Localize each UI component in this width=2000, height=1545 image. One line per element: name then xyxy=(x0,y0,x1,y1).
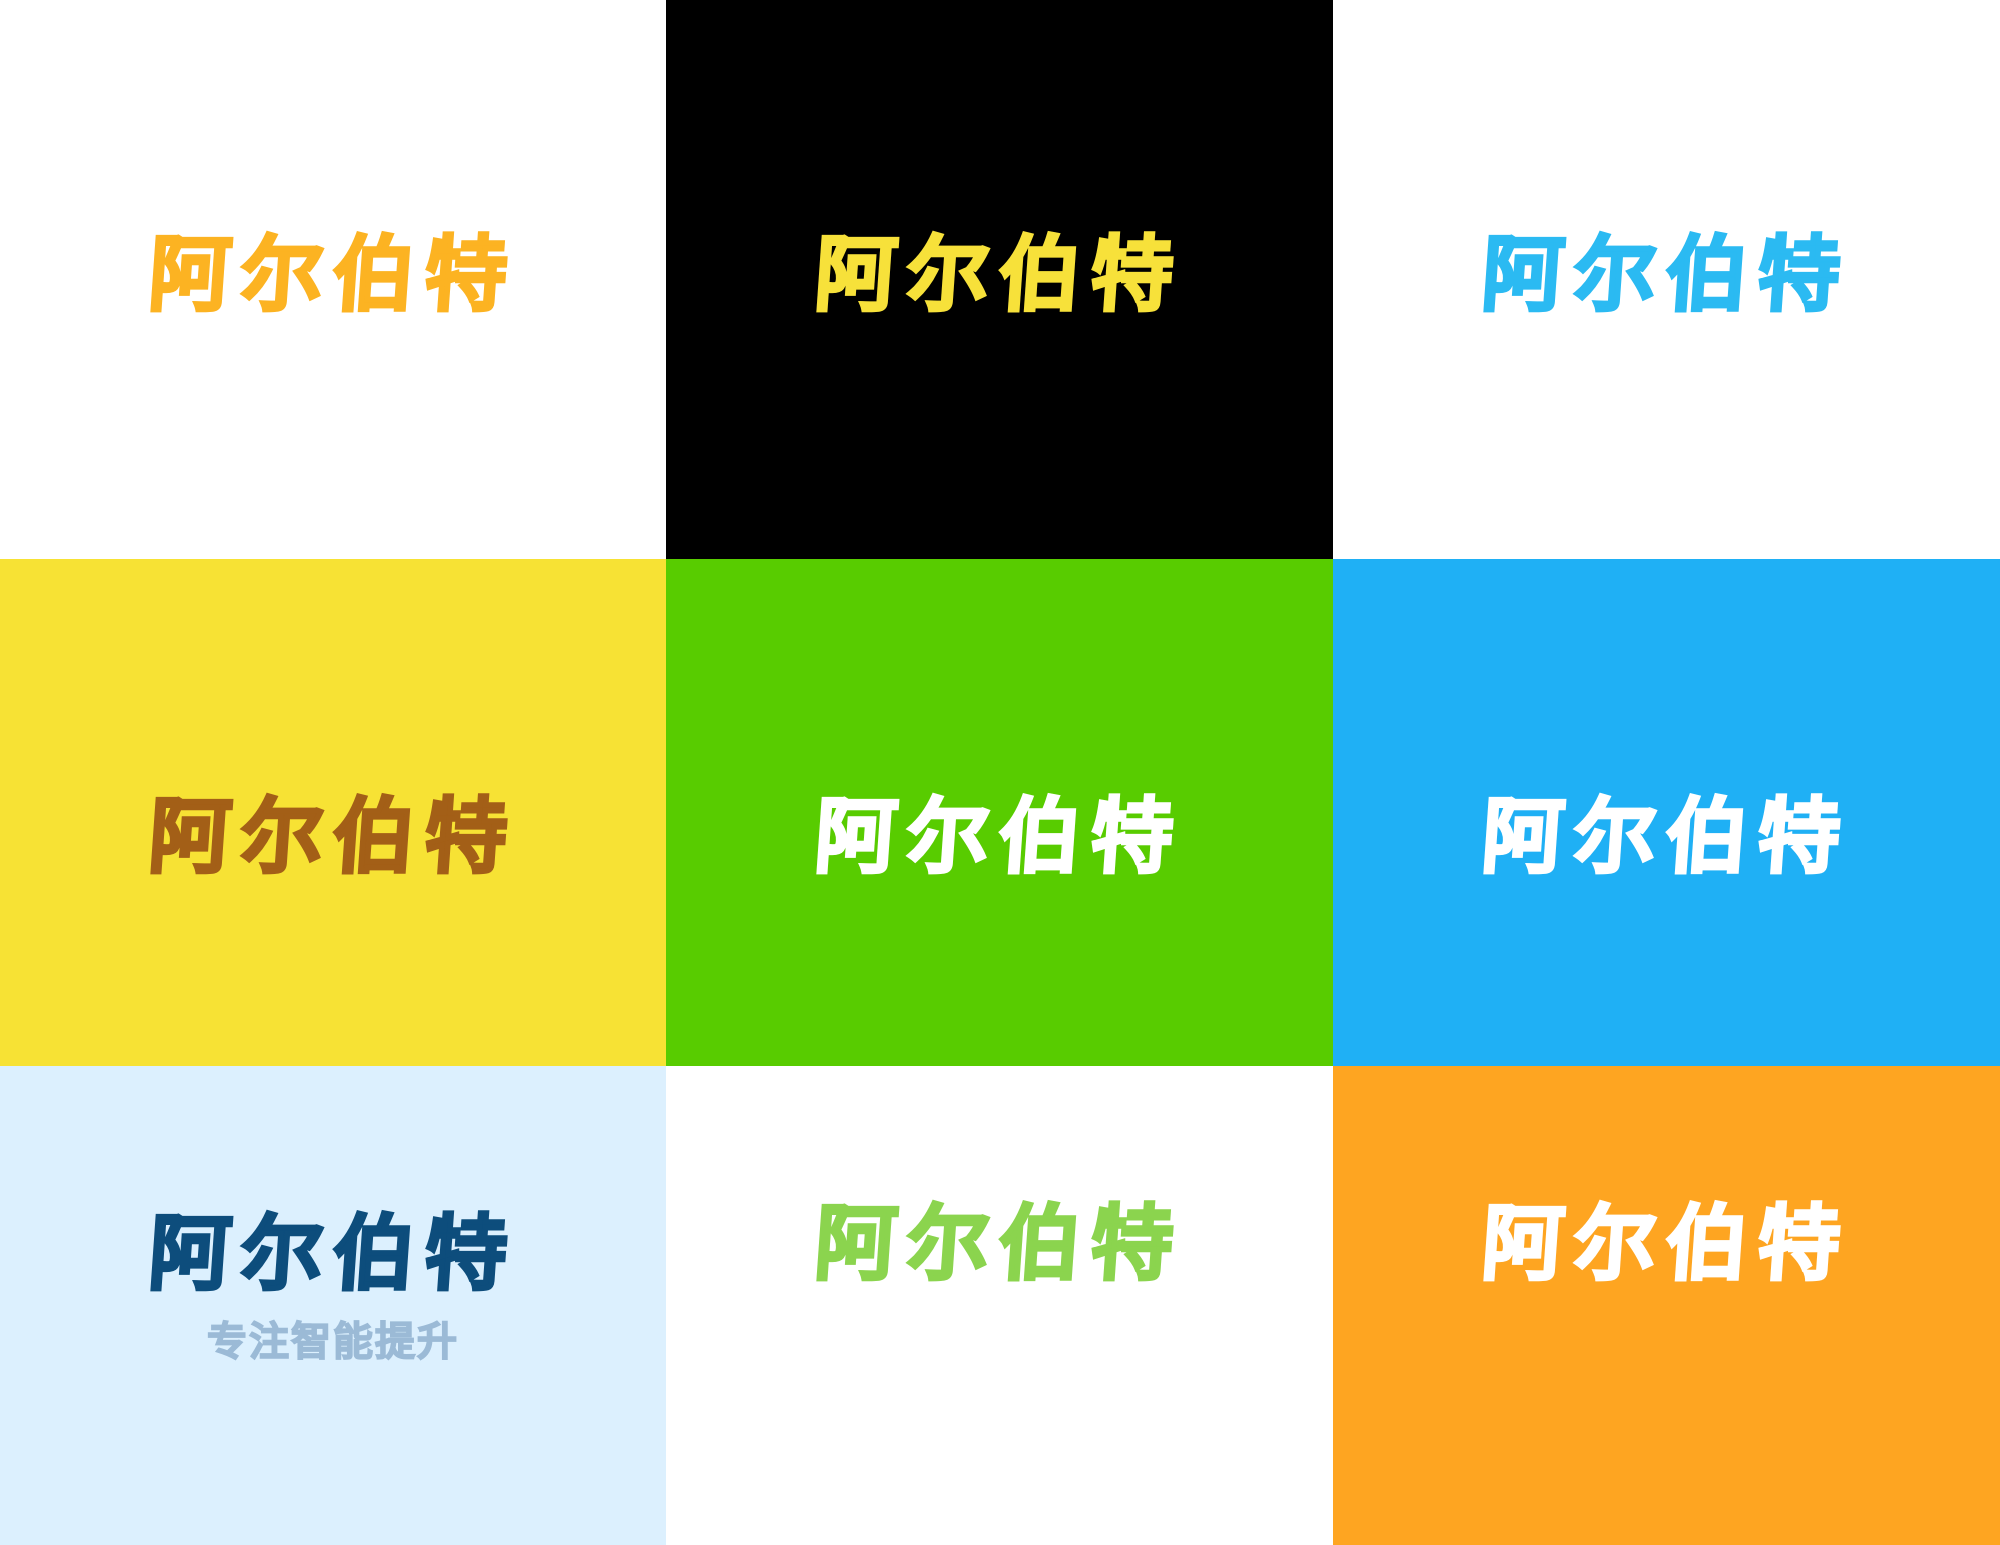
logo-tile-6: 阿尔伯特 xyxy=(1333,559,2000,1066)
logo-tile-9: 阿尔伯特 xyxy=(1333,1066,2000,1545)
logo-wordmark: 阿尔伯特 xyxy=(144,1205,522,1303)
logo-wordmark: 阿尔伯特 xyxy=(144,226,522,324)
logo-tile-2: 阿尔伯特 xyxy=(666,0,1333,559)
logo-wordmark: 阿尔伯特 xyxy=(1478,788,1856,886)
logo-wordmark: 阿尔伯特 xyxy=(144,788,522,886)
logo-wordmark: 阿尔伯特 xyxy=(811,788,1189,886)
logo-tile-5: 阿尔伯特 xyxy=(666,559,1333,1066)
logo-tile-8: 阿尔伯特 xyxy=(666,1066,1333,1545)
logo-wordmark: 阿尔伯特 xyxy=(811,226,1189,324)
logo-tagline: 专注智能提升 xyxy=(206,1318,459,1365)
logo-tile-3: 阿尔伯特 xyxy=(1333,0,2000,559)
logo-tile-4: 阿尔伯特 xyxy=(0,559,666,1066)
logo-wordmark: 阿尔伯特 xyxy=(811,1195,1189,1293)
logo-tile-7: 阿尔伯特 专注智能提升 xyxy=(0,1066,666,1545)
logo-wordmark: 阿尔伯特 xyxy=(1478,226,1856,324)
logo-wordmark: 阿尔伯特 xyxy=(1478,1195,1856,1293)
logo-tile-1: 阿尔伯特 xyxy=(0,0,666,559)
logo-lockup: 阿尔伯特 专注智能提升 xyxy=(144,1205,522,1365)
